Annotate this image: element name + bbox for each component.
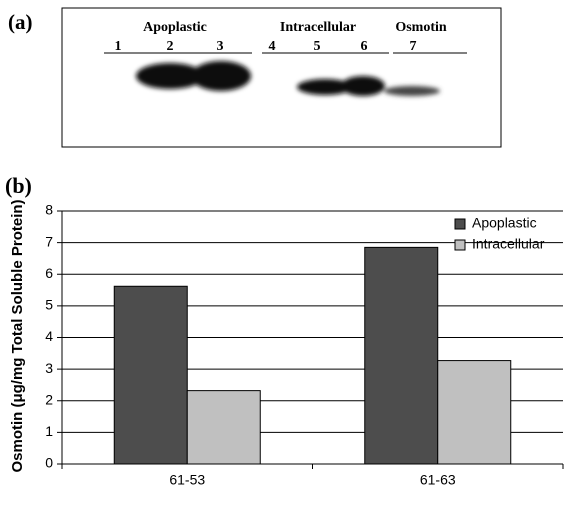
y-tick-label: 5 <box>45 297 53 313</box>
bar <box>365 247 438 464</box>
y-tick-label: 7 <box>45 233 53 249</box>
blot-bands <box>136 61 440 96</box>
lane-number: 1 <box>115 39 122 54</box>
legend-swatch <box>455 219 465 229</box>
y-axis-label: Osmotin (μg/mg Total Soluble Protein) <box>9 199 26 472</box>
lane-number: 2 <box>167 39 174 54</box>
y-tick-label: 4 <box>45 328 53 344</box>
legend-swatch <box>455 240 465 250</box>
lane-number: 4 <box>269 39 276 54</box>
y-tick-label: 3 <box>45 360 53 376</box>
group-label: Intracellular <box>280 20 356 35</box>
y-tick-label: 0 <box>45 455 53 471</box>
y-tick-label: 8 <box>45 202 53 218</box>
legend-label: Intracellular <box>472 236 545 252</box>
lane-number: 7 <box>410 39 417 54</box>
y-tick-label: 6 <box>45 265 53 281</box>
bar <box>187 391 260 464</box>
y-tick-label: 2 <box>45 391 53 407</box>
legend-label: Apoplastic <box>472 215 537 231</box>
lane-number: 3 <box>217 39 224 54</box>
group-label: Apoplastic <box>143 20 207 35</box>
group-label: Osmotin <box>395 20 447 35</box>
panel-label: (a) <box>8 10 33 34</box>
lane-number: 6 <box>361 39 368 54</box>
y-tick-label: 1 <box>45 423 53 439</box>
x-tick-label: 61-63 <box>420 472 456 488</box>
figure: (a) Apoplastic Intracellular Osmotin (b)… <box>0 0 564 505</box>
bar <box>438 361 511 464</box>
lane-number: 5 <box>314 39 321 54</box>
x-tick-label: 61-53 <box>169 472 205 488</box>
panel-label: (b) <box>5 173 32 198</box>
bar <box>114 286 187 464</box>
